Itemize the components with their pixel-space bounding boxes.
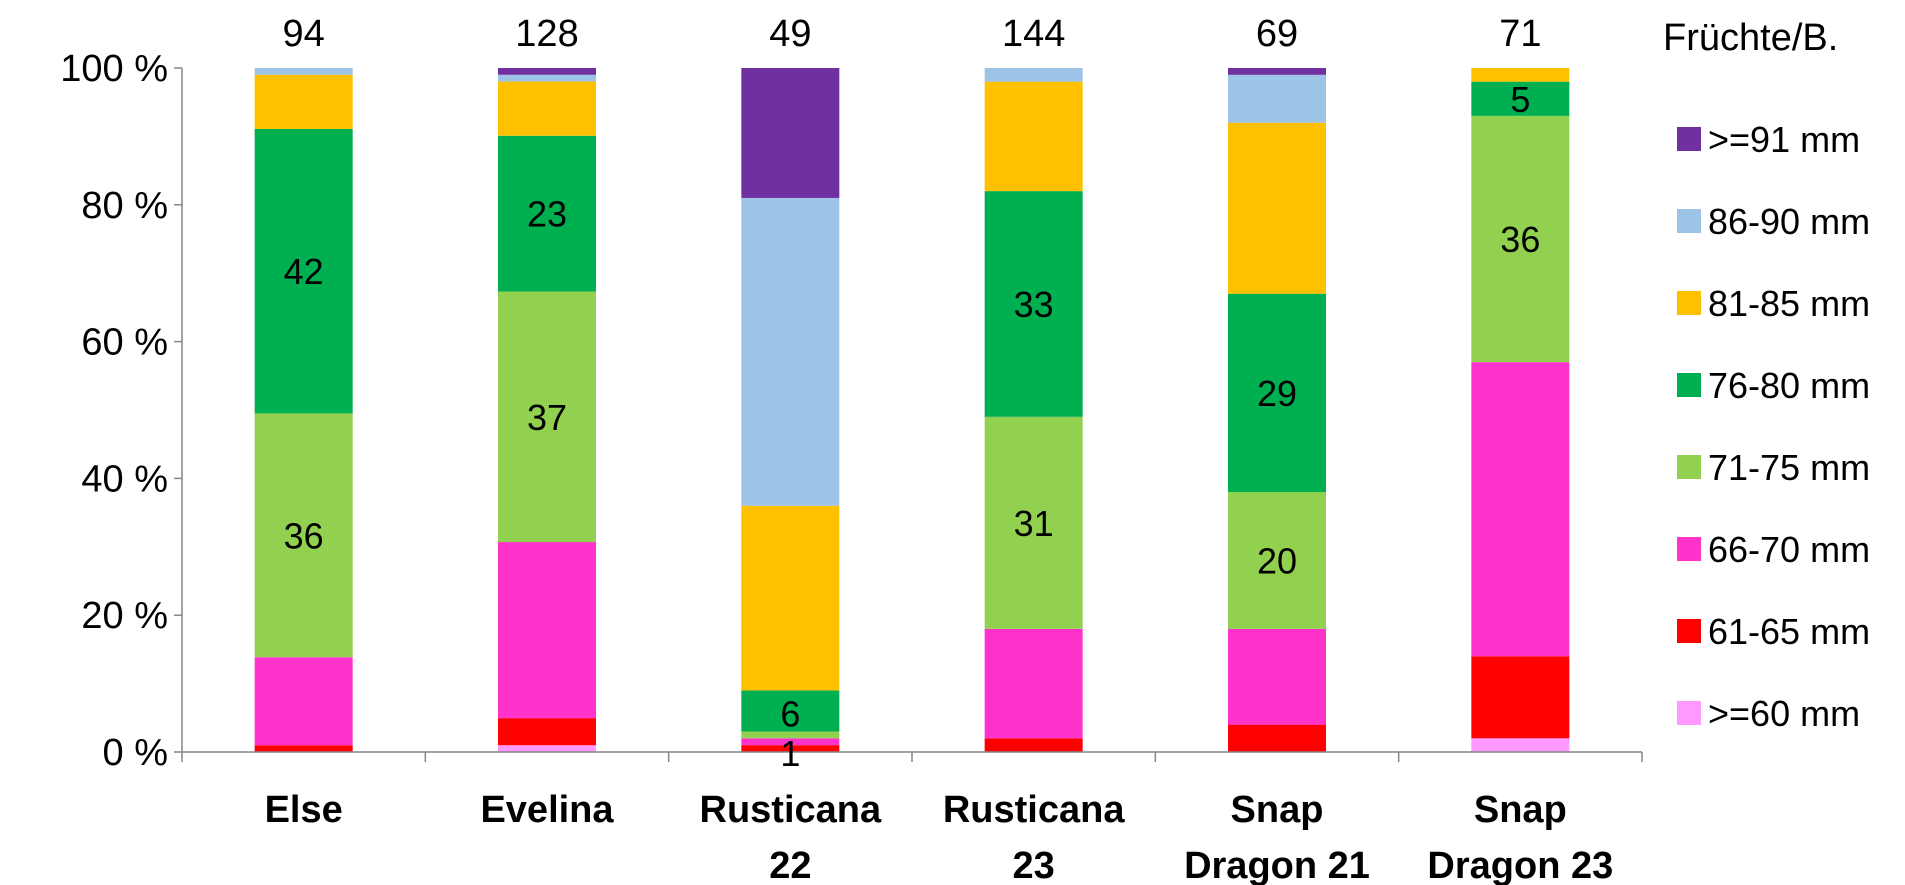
data-label-5: 6 xyxy=(780,693,800,734)
legend-swatch-6 xyxy=(1677,619,1701,643)
bar-segment-3-3 xyxy=(984,416,1083,629)
legend-label-1: 86-90 mm xyxy=(1708,201,1870,242)
bar-segment-0-5 xyxy=(254,74,353,129)
bar-segment-2-7 xyxy=(741,68,840,198)
labels-group: 0 % 20 % 40 % 60 % 80 % 100 % Else 94 Evelina 128… xyxy=(60,13,1613,885)
y-tick-label-1: 20 % xyxy=(81,595,168,637)
bar-segment-4-3 xyxy=(1228,492,1326,629)
bar-segment-1-4 xyxy=(498,135,596,292)
legend-swatch-0 xyxy=(1677,127,1701,151)
bar-segment-2-2 xyxy=(741,738,840,746)
legend-label-3: 76-80 mm xyxy=(1708,365,1870,406)
legend: Früchte/B. >=91 mm 86-90 mm 81-85 mm 76-80 m… xyxy=(1663,17,1870,734)
bar-segment-0-1 xyxy=(254,745,353,752)
bar-segment-1-7 xyxy=(498,68,596,75)
bar-segment-2-4 xyxy=(741,690,840,732)
bar-segment-3-5 xyxy=(984,81,1083,192)
category-label-0: Else xyxy=(265,789,343,831)
bar-segment-0-6 xyxy=(254,68,353,75)
category-label-4: Snap Dragon 21 xyxy=(1184,789,1370,885)
count-label-0: 94 xyxy=(283,13,325,55)
bars-group xyxy=(254,68,1570,752)
legend-label-0: >=91 mm xyxy=(1708,119,1860,160)
count-label-1: 128 xyxy=(515,13,578,55)
data-label-3: 23 xyxy=(527,194,567,235)
legend-swatch-1 xyxy=(1677,209,1701,233)
data-label-2: 37 xyxy=(527,397,567,438)
data-label-9: 29 xyxy=(1257,373,1297,414)
bar-segment-4-7 xyxy=(1228,68,1326,75)
bar-segment-1-2 xyxy=(498,542,596,719)
legend-label-6: 61-65 mm xyxy=(1708,611,1870,652)
data-label-8: 20 xyxy=(1257,540,1297,581)
data-label-10: 36 xyxy=(1500,219,1540,260)
bar-segment-4-1 xyxy=(1228,724,1326,752)
bar-segment-1-1 xyxy=(498,718,596,746)
bar-segment-3-4 xyxy=(984,191,1083,417)
bar-segment-0-2 xyxy=(254,657,353,746)
bar-segment-3-2 xyxy=(984,628,1083,739)
bar-segment-2-6 xyxy=(741,197,840,506)
bar-segment-0-3 xyxy=(254,413,353,658)
y-tick-label-5: 100 % xyxy=(60,48,168,90)
legend-swatch-4 xyxy=(1677,455,1701,479)
bar-segment-5-0 xyxy=(1471,738,1570,752)
y-tick-label-2: 40 % xyxy=(81,458,168,500)
bar-segment-4-6 xyxy=(1228,74,1326,123)
count-label-4: 69 xyxy=(1256,13,1298,55)
bar-segment-5-2 xyxy=(1471,362,1570,657)
count-label-2: 49 xyxy=(769,13,811,55)
legend-title: Früchte/B. xyxy=(1663,17,1838,59)
bar-segment-4-4 xyxy=(1228,293,1326,493)
data-label-0: 36 xyxy=(284,515,324,556)
bar-segment-1-5 xyxy=(498,81,596,136)
bar-segment-5-4 xyxy=(1471,81,1570,116)
data-label-7: 33 xyxy=(1014,284,1054,325)
bar-segment-1-6 xyxy=(498,74,596,82)
category-label-1: Evelina xyxy=(480,789,614,831)
legend-label-5: 66-70 mm xyxy=(1708,529,1870,570)
legend-label-7: >=60 mm xyxy=(1708,693,1860,734)
category-label-5: Snap Dragon 23 xyxy=(1427,789,1613,885)
legend-swatch-3 xyxy=(1677,373,1701,397)
bar-segment-3-1 xyxy=(984,738,1083,752)
bar-segment-5-1 xyxy=(1471,656,1570,739)
axes-group xyxy=(174,67,1643,762)
bar-segment-0-4 xyxy=(254,128,353,414)
y-tick-label-4: 80 % xyxy=(81,185,168,227)
bar-segment-2-1 xyxy=(741,745,840,752)
category-label-2: Rusticana 22 xyxy=(700,789,882,885)
bar-segment-4-2 xyxy=(1228,628,1326,725)
bar-segment-5-5 xyxy=(1471,68,1570,82)
data-label-1: 42 xyxy=(284,251,324,292)
bar-segment-1-0 xyxy=(498,745,596,752)
data-label-11: 5 xyxy=(1510,79,1530,120)
legend-swatch-2 xyxy=(1677,291,1701,315)
bar-segment-4-5 xyxy=(1228,122,1326,294)
bar-segment-2-5 xyxy=(741,505,840,691)
y-tick-label-3: 60 % xyxy=(81,322,168,364)
data-label-6: 31 xyxy=(1014,503,1054,544)
category-label-3: Rusticana 23 xyxy=(943,789,1125,885)
bar-segment-3-6 xyxy=(984,68,1083,82)
bar-segment-1-3 xyxy=(498,291,596,543)
count-label-5: 71 xyxy=(1499,13,1541,55)
legend-swatch-7 xyxy=(1677,701,1701,725)
y-tick-label-0: 0 % xyxy=(103,732,168,774)
count-label-3: 144 xyxy=(1002,13,1065,55)
data-label-4: 1 xyxy=(780,733,800,774)
legend-label-2: 81-85 mm xyxy=(1708,283,1870,324)
bar-segment-5-3 xyxy=(1471,115,1570,363)
bar-segment-2-3 xyxy=(741,731,840,739)
legend-label-4: 71-75 mm xyxy=(1708,447,1870,488)
legend-swatch-5 xyxy=(1677,537,1701,561)
